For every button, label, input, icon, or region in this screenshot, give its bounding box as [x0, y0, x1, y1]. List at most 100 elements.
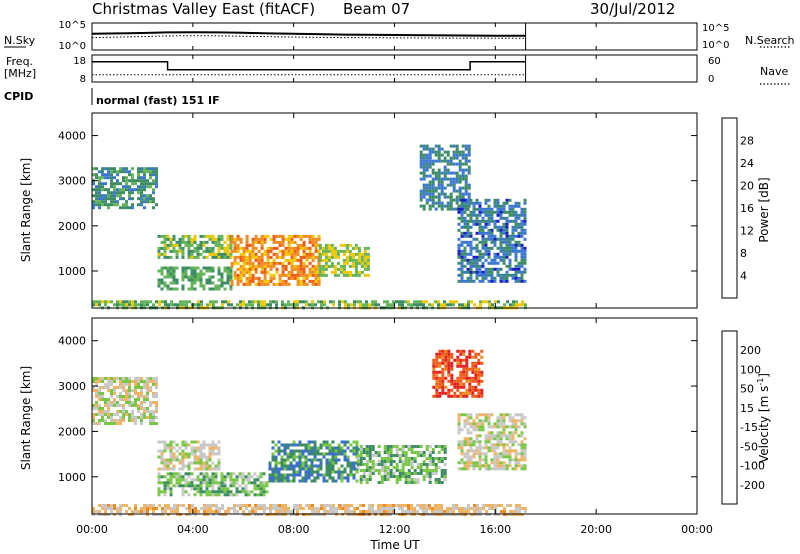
data-cell	[514, 455, 518, 459]
data-cell	[263, 273, 267, 277]
data-cell	[140, 507, 143, 510]
data-cell	[456, 385, 460, 389]
data-cell	[254, 264, 258, 268]
data-cell	[340, 449, 344, 453]
data-cell	[449, 510, 452, 513]
data-cell	[355, 443, 359, 447]
data-cell	[460, 234, 464, 238]
data-cell	[140, 404, 143, 407]
data-cell	[449, 198, 453, 202]
data-cell	[290, 303, 293, 307]
data-cell	[330, 246, 334, 250]
data-cell	[98, 413, 101, 416]
data-cell	[487, 279, 491, 283]
data-cell	[481, 246, 485, 250]
data-cell	[453, 391, 457, 395]
data-cell	[474, 370, 478, 374]
data-cell	[324, 252, 328, 256]
data-cell	[181, 455, 185, 459]
data-cell	[330, 249, 334, 253]
data-cell	[193, 452, 197, 456]
data-cell	[125, 303, 128, 307]
data-cell	[137, 416, 140, 419]
data-cell	[365, 300, 368, 304]
data-cell	[520, 446, 524, 450]
data-cell	[457, 461, 461, 465]
data-cell	[431, 195, 435, 199]
data-cell	[296, 276, 300, 280]
data-cell	[250, 481, 254, 485]
data-cell	[122, 167, 125, 171]
data-cell	[466, 219, 470, 223]
data-cell	[471, 394, 475, 398]
data-cell	[469, 276, 473, 280]
data-cell	[101, 300, 104, 304]
data-cell	[257, 264, 261, 268]
data-cell	[467, 165, 471, 169]
data-cell	[443, 192, 447, 196]
data-cell	[502, 455, 506, 459]
data-cell	[98, 194, 101, 198]
data-cell	[404, 481, 408, 484]
data-cell	[166, 237, 170, 241]
data-cell	[122, 395, 125, 398]
data-cell	[152, 167, 155, 171]
data-cell	[374, 469, 378, 472]
data-cell	[472, 461, 476, 465]
data-cell	[401, 504, 404, 507]
data-cell	[214, 237, 218, 241]
data-cell	[443, 475, 447, 478]
data-cell	[169, 449, 173, 453]
data-cell	[208, 478, 212, 482]
data-cell	[431, 457, 435, 460]
data-cell	[478, 467, 482, 471]
data-cell	[214, 252, 218, 256]
data-cell	[149, 377, 152, 380]
data-cell	[152, 182, 155, 186]
data-cell	[152, 410, 155, 413]
data-cell	[125, 182, 128, 186]
data-cell	[475, 452, 479, 456]
data-cell	[284, 273, 288, 277]
data-cell	[365, 460, 369, 463]
data-cell	[311, 255, 315, 259]
data-cell	[337, 476, 341, 480]
data-cell	[319, 458, 323, 462]
data-cell	[514, 452, 518, 456]
data-cell	[122, 416, 125, 419]
data-cell	[478, 204, 482, 208]
data-cell	[310, 452, 314, 456]
data-cell	[187, 234, 191, 238]
data-cell	[140, 197, 143, 201]
data-cell	[101, 507, 104, 510]
data-cell	[478, 270, 482, 274]
data-cell	[487, 416, 491, 420]
data-cell	[457, 446, 461, 450]
data-cell	[460, 198, 464, 202]
data-cell	[514, 458, 518, 462]
data-cell	[467, 168, 471, 172]
data-cell	[311, 243, 315, 247]
data-cell	[196, 249, 200, 253]
data-cell	[104, 410, 107, 413]
data-cell	[475, 449, 479, 453]
data-cell	[122, 303, 125, 307]
data-cell	[457, 419, 461, 423]
data-cell	[380, 466, 384, 469]
data-cell	[217, 266, 221, 270]
data-cell	[469, 210, 473, 214]
data-cell	[347, 303, 350, 307]
data-cell	[493, 267, 497, 271]
data-cell	[441, 385, 445, 389]
data-cell	[325, 473, 329, 477]
data-cell	[487, 270, 491, 274]
data-cell	[95, 401, 98, 404]
data-cell	[242, 258, 246, 262]
data-cell	[474, 352, 478, 356]
data-cell	[523, 213, 527, 217]
data-cell	[304, 443, 308, 447]
data-cell	[169, 461, 173, 465]
data-cell	[502, 446, 506, 450]
data-cell	[487, 255, 491, 259]
data-cell	[187, 461, 191, 465]
